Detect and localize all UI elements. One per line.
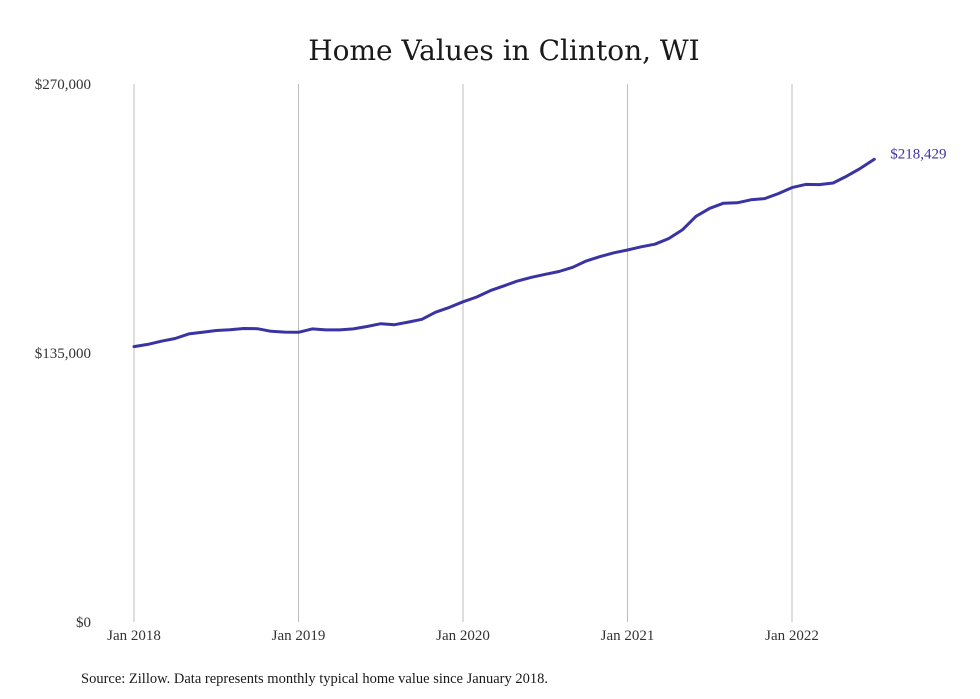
source-footnote: Source: Zillow. Data represents monthly …	[81, 671, 548, 687]
x-tick-label: Jan 2021	[601, 628, 655, 644]
x-axis-tick-labels: Jan 2018 Jan 2019 Jan 2020 Jan 2021 Jan 2022	[107, 628, 819, 644]
x-tick-label: Jan 2018	[107, 628, 161, 644]
x-tick-label: Jan 2022	[765, 628, 819, 644]
chart-title: Home Values in Clinton, WI	[308, 34, 700, 67]
y-tick-label: $0	[76, 615, 91, 631]
series-line	[132, 157, 876, 349]
y-tick-label: $270,000	[35, 77, 91, 93]
y-axis-tick-labels: $270,000 $135,000 $0	[35, 77, 91, 631]
end-value-label: $218,429	[890, 146, 946, 162]
x-tick-label: Jan 2019	[272, 628, 326, 644]
series-group	[132, 157, 876, 349]
y-tick-label: $135,000	[35, 346, 91, 362]
x-tick-label: Jan 2020	[436, 628, 490, 644]
vertical-gridlines	[133, 84, 793, 622]
